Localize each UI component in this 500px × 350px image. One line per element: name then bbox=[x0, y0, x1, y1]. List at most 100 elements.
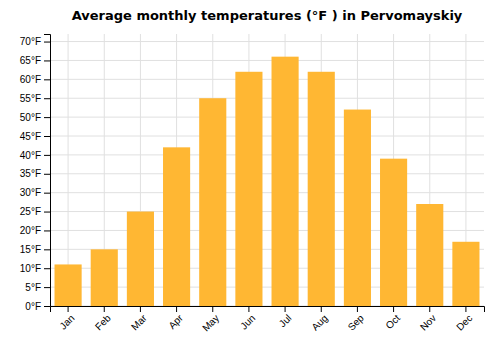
tick-mark bbox=[357, 306, 358, 312]
grid-line bbox=[50, 41, 484, 42]
bar bbox=[55, 264, 82, 306]
grid-line bbox=[50, 173, 484, 174]
tick-mark bbox=[285, 306, 286, 312]
tick: Jan bbox=[57, 306, 76, 332]
tick-label: Jan bbox=[57, 312, 76, 331]
chart: 0°F 5°F 10°F 15°F 20°F 25°F 30°F 35°F 40°F 45°F 50… bbox=[0, 0, 500, 350]
tick-mark bbox=[393, 306, 394, 312]
bar bbox=[380, 159, 407, 306]
tick-mark bbox=[44, 306, 50, 307]
tick-label: 30°F bbox=[20, 187, 41, 198]
y-axis: 0°F 5°F 10°F 15°F 20°F 25°F 30°F 35°F 40°F 45°F 50… bbox=[20, 35, 51, 312]
tick: Sep bbox=[346, 306, 367, 333]
tick-label: 35°F bbox=[20, 168, 41, 179]
tick: 70°F bbox=[20, 36, 50, 47]
tick-mark bbox=[176, 306, 177, 312]
tick-mark bbox=[212, 306, 213, 312]
grid-line bbox=[50, 154, 484, 155]
bar bbox=[235, 72, 262, 306]
bar bbox=[199, 98, 226, 306]
grid-line bbox=[50, 79, 484, 80]
tick-label: Dec bbox=[454, 312, 474, 332]
tick-mark bbox=[44, 174, 50, 175]
tick-label: 60°F bbox=[20, 74, 41, 85]
tick-label: Jun bbox=[238, 312, 257, 331]
tick-label: 10°F bbox=[20, 263, 41, 274]
tick-label: Oct bbox=[383, 312, 402, 331]
tick: 35°F bbox=[20, 168, 50, 179]
grid-line bbox=[50, 117, 484, 118]
tick: Oct bbox=[383, 306, 402, 331]
tick-mark bbox=[465, 306, 466, 312]
bar bbox=[308, 72, 335, 306]
tick: May bbox=[200, 306, 221, 334]
tick-mark bbox=[44, 212, 50, 213]
tick-label: 45°F bbox=[20, 131, 41, 142]
axis-line bbox=[44, 35, 51, 307]
tick-mark bbox=[44, 193, 50, 194]
tick: 45°F bbox=[20, 131, 50, 142]
bars bbox=[55, 57, 480, 306]
tick-label: 40°F bbox=[20, 150, 41, 161]
tick-mark bbox=[44, 98, 50, 99]
bar bbox=[272, 57, 299, 306]
tick: Dec bbox=[454, 306, 474, 333]
tick-label: Feb bbox=[93, 312, 113, 332]
bar bbox=[344, 110, 371, 306]
tick: Mar bbox=[129, 306, 149, 332]
tick-mark bbox=[68, 306, 69, 312]
tick: 15°F bbox=[20, 244, 50, 255]
tick: Jul bbox=[277, 306, 294, 329]
tick: 55°F bbox=[20, 93, 50, 104]
tick-mark bbox=[44, 249, 50, 250]
tick: 5°F bbox=[25, 282, 50, 293]
tick-label: Apr bbox=[166, 312, 185, 331]
tick-label: 15°F bbox=[20, 244, 41, 255]
tick-mark bbox=[44, 230, 50, 231]
tick: 65°F bbox=[20, 55, 50, 66]
tick: 25°F bbox=[20, 206, 50, 217]
tick-mark bbox=[321, 306, 322, 312]
tick-label: 25°F bbox=[20, 206, 41, 217]
tick-label: 20°F bbox=[20, 225, 41, 236]
tick-mark bbox=[104, 306, 105, 312]
tick-label: 55°F bbox=[20, 93, 41, 104]
tick-label: 50°F bbox=[20, 112, 41, 123]
tick: Nov bbox=[418, 306, 438, 333]
tick-mark bbox=[44, 287, 50, 288]
tick-label: Jul bbox=[277, 312, 294, 329]
tick-label: 70°F bbox=[20, 36, 41, 47]
tick: Aug bbox=[309, 306, 329, 333]
grid-line bbox=[50, 60, 484, 61]
tick: 0°F bbox=[25, 301, 50, 312]
tick: Jun bbox=[238, 306, 257, 332]
grid bbox=[50, 34, 484, 306]
x-axis: Jan Feb Mar Apr May Jun Jul Aug Sep Oct Nov Dec bbox=[51, 306, 485, 334]
axis-line bbox=[51, 307, 485, 313]
tick-mark bbox=[44, 117, 50, 118]
tick-mark bbox=[44, 60, 50, 61]
tick: 20°F bbox=[20, 225, 50, 236]
tick: 10°F bbox=[20, 263, 50, 274]
grid-line bbox=[50, 136, 484, 137]
tick: 60°F bbox=[20, 74, 50, 85]
title: Average monthly temperatures (°F ) in Pe… bbox=[72, 8, 463, 23]
bar bbox=[91, 249, 118, 306]
tick: Feb bbox=[93, 306, 113, 332]
tick-mark bbox=[44, 136, 50, 137]
bar bbox=[416, 204, 443, 306]
bar bbox=[163, 147, 190, 306]
tick: 40°F bbox=[20, 150, 50, 161]
tick-mark bbox=[248, 306, 249, 312]
tick: Apr bbox=[166, 306, 185, 331]
grid-line bbox=[50, 192, 484, 193]
tick-label: Aug bbox=[309, 312, 329, 332]
tick-mark bbox=[44, 268, 50, 269]
bar bbox=[452, 242, 479, 306]
tick: 30°F bbox=[20, 187, 50, 198]
tick-label: May bbox=[200, 312, 221, 333]
tick-mark bbox=[44, 42, 50, 43]
tick-mark bbox=[140, 306, 141, 312]
bar bbox=[127, 212, 154, 306]
tick-label: Mar bbox=[129, 312, 149, 332]
